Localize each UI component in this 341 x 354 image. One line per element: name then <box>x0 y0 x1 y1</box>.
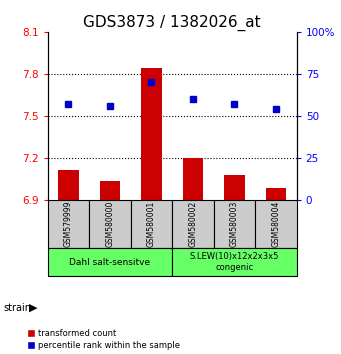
Text: S.LEW(10)x12x2x3x5
congenic: S.LEW(10)x12x2x3x5 congenic <box>190 252 279 272</box>
Text: Dahl salt-sensitve: Dahl salt-sensitve <box>70 258 150 267</box>
Bar <box>182 158 203 200</box>
Bar <box>255 200 297 248</box>
Text: GSM580004: GSM580004 <box>271 201 280 247</box>
Bar <box>58 170 79 200</box>
Bar <box>48 248 172 276</box>
Bar <box>141 68 162 200</box>
Bar <box>266 188 286 200</box>
Text: GSM580001: GSM580001 <box>147 201 156 247</box>
Bar <box>172 200 214 248</box>
Text: strain: strain <box>3 303 31 313</box>
Bar <box>224 175 245 200</box>
Legend: transformed count, percentile rank within the sample: transformed count, percentile rank withi… <box>28 329 180 350</box>
Bar <box>100 182 120 200</box>
Title: GDS3873 / 1382026_at: GDS3873 / 1382026_at <box>84 14 261 30</box>
Bar <box>172 248 297 276</box>
Text: GSM580003: GSM580003 <box>230 201 239 247</box>
Bar <box>89 200 131 248</box>
Text: GSM579999: GSM579999 <box>64 201 73 247</box>
Text: GSM580002: GSM580002 <box>189 201 197 247</box>
Bar <box>214 200 255 248</box>
Bar <box>48 200 89 248</box>
Bar <box>131 200 172 248</box>
Text: ▶: ▶ <box>29 303 38 313</box>
Text: GSM580000: GSM580000 <box>105 201 115 247</box>
